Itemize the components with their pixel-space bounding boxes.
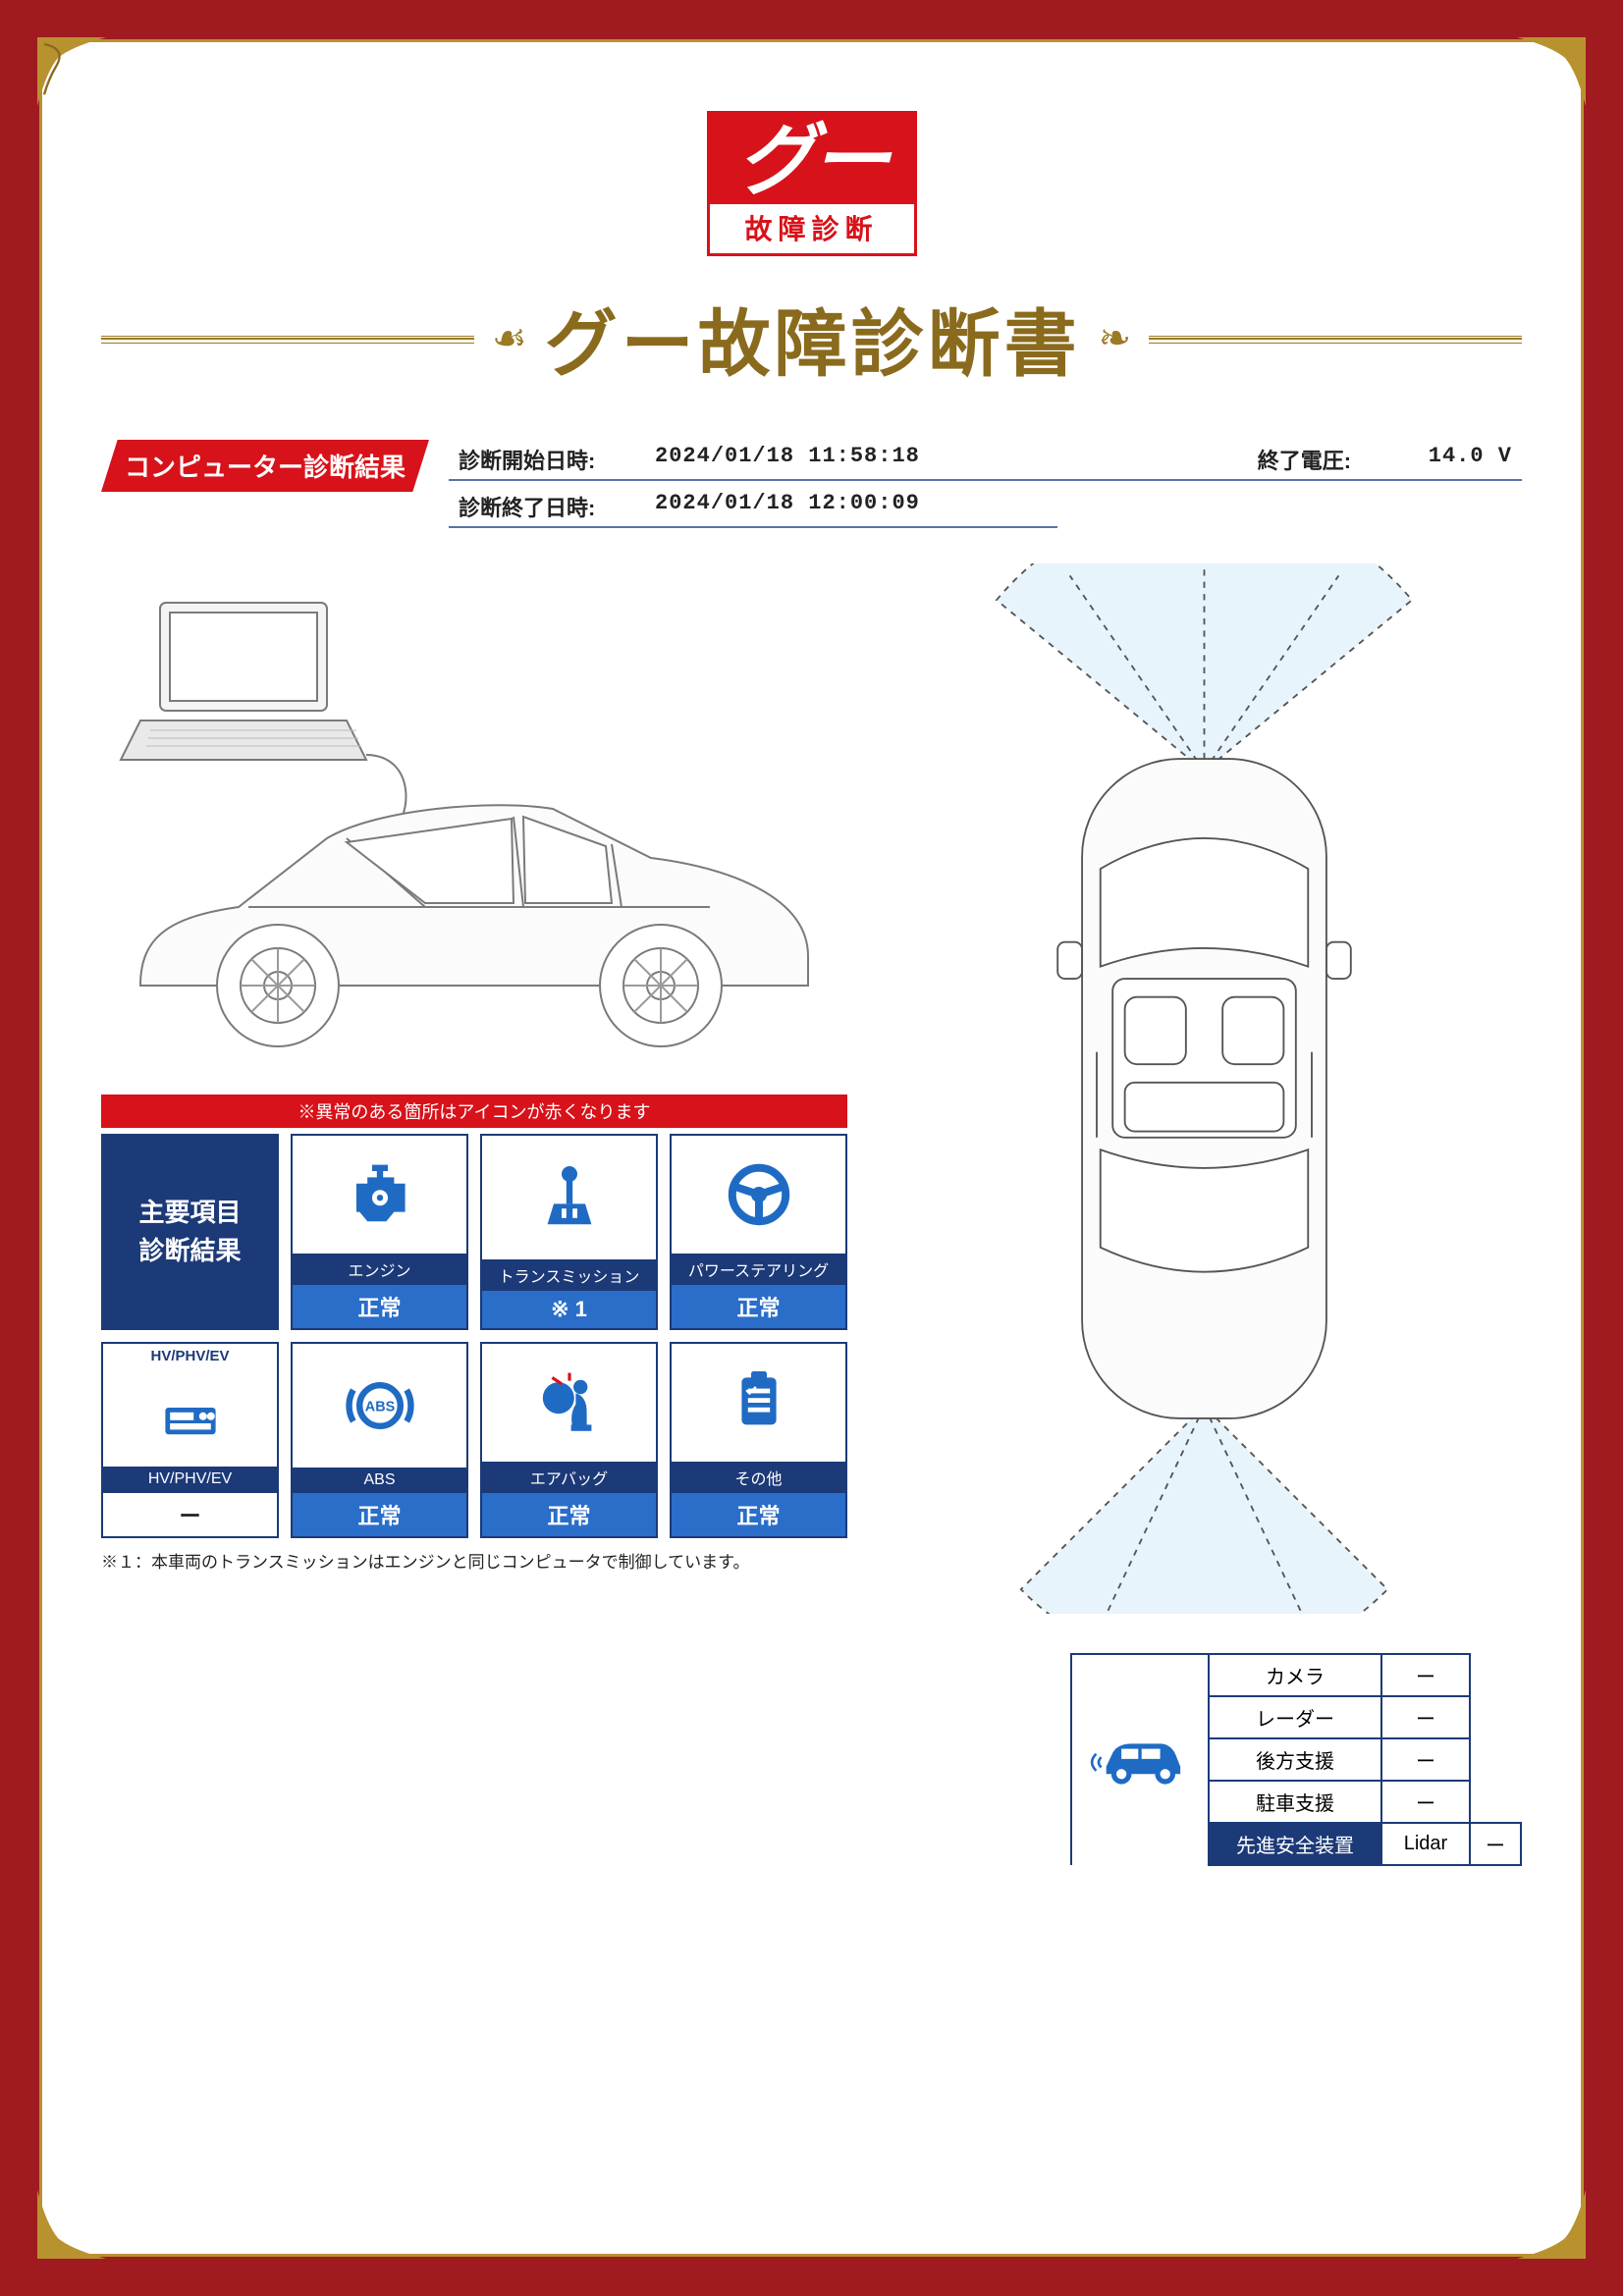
adas-row-value: ー bbox=[1381, 1781, 1470, 1823]
document-title: グー故障診断書 bbox=[545, 286, 1081, 391]
abs-icon: ABS bbox=[293, 1344, 466, 1468]
end-time-label: 診断終了日時: bbox=[459, 491, 616, 522]
page-frame: グー 故障診断 ☙ グー故障診断書 ❧ コンピューター診断結果 診断開始日時: … bbox=[39, 39, 1584, 2257]
result-cell-label: その他 bbox=[672, 1462, 845, 1493]
adas-row-value: ー bbox=[1381, 1696, 1470, 1738]
adas-row-name: Lidar bbox=[1381, 1823, 1470, 1865]
transmission-icon bbox=[482, 1136, 656, 1259]
brand-subtext: 故障診断 bbox=[710, 204, 914, 253]
panel-note: ※異常のある箇所はアイコンが赤くなります bbox=[101, 1095, 847, 1128]
svg-text:ABS: ABS bbox=[364, 1400, 395, 1415]
section-tab: コンピューター診断結果 bbox=[101, 440, 429, 492]
flourish-icon: ❧ bbox=[1099, 319, 1132, 358]
result-cell-label: エンジン bbox=[293, 1254, 466, 1285]
other-icon bbox=[672, 1344, 845, 1462]
result-cell-status: ー bbox=[103, 1492, 277, 1536]
hvev-icon bbox=[103, 1364, 277, 1467]
start-time-value: 2024/01/18 11:58:18 bbox=[655, 444, 920, 475]
corner-ornament bbox=[37, 37, 106, 106]
result-cell-hvev: HV/PHV/EVHV/PHV/EVー bbox=[101, 1342, 279, 1538]
voltage-value: 14.0 V bbox=[1429, 444, 1512, 475]
meta-block: 診断開始日時: 2024/01/18 11:58:18 終了電圧: 14.0 V… bbox=[449, 440, 1522, 534]
engine-icon bbox=[293, 1136, 466, 1254]
results-header-cell: 主要項目診断結果 bbox=[101, 1134, 279, 1330]
document-title-row: ☙ グー故障診断書 ❧ bbox=[101, 286, 1522, 391]
end-time-value: 2024/01/18 12:00:09 bbox=[655, 491, 920, 522]
flourish-icon: ☙ bbox=[492, 319, 527, 358]
results-header-l2: 診断結果 bbox=[138, 1232, 241, 1270]
corner-ornament bbox=[37, 2190, 106, 2259]
diagram-area: ※異常のある箇所はアイコンが赤くなります 主要項目診断結果エンジン正常トランスミ… bbox=[101, 563, 1522, 1866]
result-cell-status: 正常 bbox=[293, 1493, 466, 1536]
voltage-label: 終了電圧: bbox=[1258, 444, 1415, 475]
results-header-l1: 主要項目 bbox=[138, 1194, 241, 1232]
result-cell-engine: エンジン正常 bbox=[291, 1134, 468, 1330]
adas-table: カメラ ー レーダーー 後方支援ー 駐車支援ー 先進安全装置 Lidar ー bbox=[1070, 1653, 1522, 1866]
result-cell-steering: パワーステアリング正常 bbox=[670, 1134, 847, 1330]
result-cell-label: エアバッグ bbox=[482, 1462, 656, 1493]
result-cell-label: パワーステアリング bbox=[672, 1254, 845, 1285]
section-header: コンピューター診断結果 診断開始日時: 2024/01/18 11:58:18 … bbox=[101, 440, 1522, 534]
brand-text: グー bbox=[710, 114, 914, 204]
page-outer: グー 故障診断 ☙ グー故障診断書 ❧ コンピューター診断結果 診断開始日時: … bbox=[0, 0, 1623, 2296]
start-time-label: 診断開始日時: bbox=[459, 444, 616, 475]
brand-logo: グー 故障診断 bbox=[101, 111, 1522, 256]
result-cell-airbag: エアバッグ正常 bbox=[480, 1342, 658, 1538]
adas-row-value: ー bbox=[1381, 1738, 1470, 1781]
adas-header: 先進安全装置 bbox=[1209, 1823, 1381, 1865]
title-rule bbox=[101, 338, 474, 340]
steering-icon bbox=[672, 1136, 845, 1254]
panel-footnote: ※１：本車両のトランスミッションはエンジンと同じコンピュータで制御しています。 bbox=[101, 1548, 847, 1573]
result-cell-status: 正常 bbox=[293, 1285, 466, 1328]
result-cell-label: トランスミッション bbox=[482, 1259, 656, 1291]
car-top-diagram bbox=[887, 563, 1522, 1614]
adas-row-name: 駐車支援 bbox=[1209, 1781, 1381, 1823]
result-cell-label: HV/PHV/EV bbox=[103, 1467, 277, 1492]
result-cell-status: ※ 1 bbox=[482, 1291, 656, 1328]
result-cell-status: 正常 bbox=[672, 1285, 845, 1328]
result-cell-label: ABS bbox=[293, 1468, 466, 1493]
corner-ornament bbox=[1517, 37, 1586, 106]
adas-row-value: ー bbox=[1381, 1654, 1470, 1696]
car-icon bbox=[1086, 1729, 1194, 1788]
title-rule bbox=[1149, 338, 1522, 340]
adas-row-name: レーダー bbox=[1209, 1696, 1381, 1738]
adas-row-value: ー bbox=[1470, 1823, 1521, 1865]
result-cell-status: 正常 bbox=[482, 1493, 656, 1536]
adas-row-name: 後方支援 bbox=[1209, 1738, 1381, 1781]
corner-ornament bbox=[1517, 2190, 1586, 2259]
car-side-diagram bbox=[101, 563, 847, 1074]
airbag-icon bbox=[482, 1344, 656, 1462]
adas-row-name: カメラ bbox=[1209, 1654, 1381, 1696]
results-panel: ※異常のある箇所はアイコンが赤くなります 主要項目診断結果エンジン正常トランスミ… bbox=[101, 1095, 847, 1573]
result-cell-transmission: トランスミッション※ 1 bbox=[480, 1134, 658, 1330]
result-cell-other: その他正常 bbox=[670, 1342, 847, 1538]
result-cell-status: 正常 bbox=[672, 1493, 845, 1536]
result-cell-abs: ABSABS正常 bbox=[291, 1342, 468, 1538]
